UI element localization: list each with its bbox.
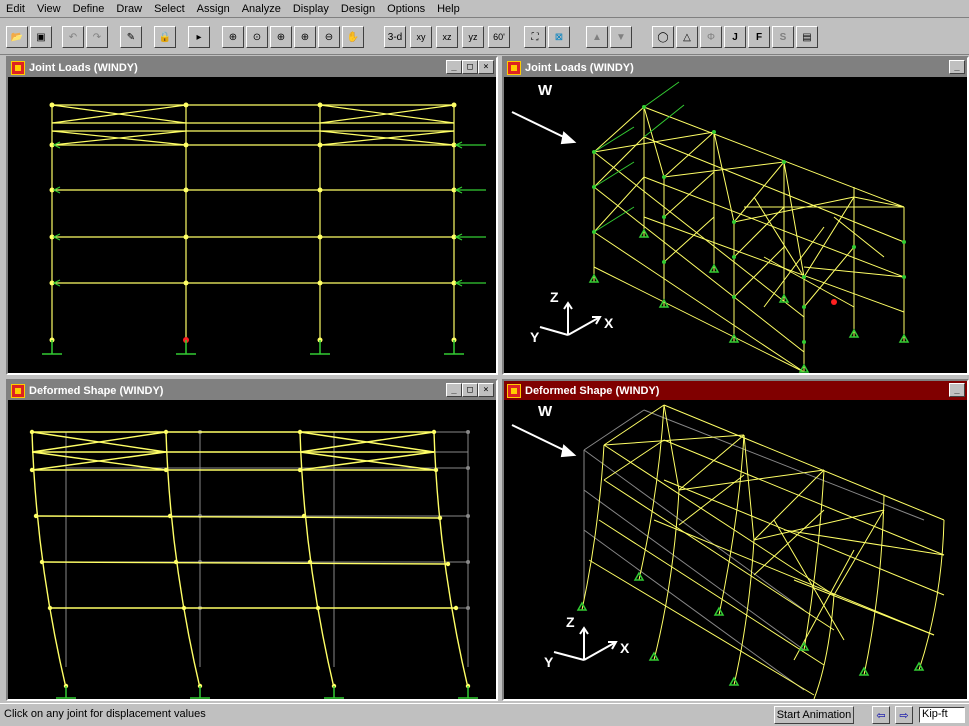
zoom-restore-icon[interactable]: ⊙ [246, 26, 268, 48]
sap-window-icon [507, 383, 521, 398]
shell-s-icon[interactable]: S [772, 26, 794, 48]
clear-select-icon[interactable]: ⊠ [548, 26, 570, 48]
pane-bottom-left[interactable]: Deformed Shape (WINDY) _ □ × [6, 379, 498, 701]
pane-top-left[interactable]: Joint Loads (WINDY) _ □ × [6, 56, 498, 375]
minimize-button[interactable]: _ [949, 383, 965, 397]
zoom-window-icon[interactable]: ⊕ [222, 26, 244, 48]
pane-title: Joint Loads (WINDY) [525, 61, 634, 74]
menu-display[interactable]: Display [292, 2, 329, 15]
axis-x-label: X [604, 315, 614, 331]
menu-define[interactable]: Define [72, 2, 105, 15]
close-button[interactable]: × [478, 383, 494, 397]
status-message: Click on any joint for displacement valu… [4, 708, 206, 720]
pan-hand-icon[interactable]: ✋ [342, 26, 364, 48]
menu-view[interactable]: View [36, 2, 61, 15]
pane-title-bar[interactable]: Deformed Shape (WINDY) _ [504, 381, 967, 400]
pane-title-bar[interactable]: Deformed Shape (WINDY) _ □ × [8, 381, 496, 400]
menu-bar: Edit View Define Draw Select Assign Analyze Dis… [0, 0, 969, 18]
pane-top-right[interactable]: Joint Loads (WINDY) _ [502, 56, 969, 375]
undo-icon[interactable]: ↶ [62, 26, 84, 48]
circle-icon[interactable]: ◯ [652, 26, 674, 48]
select-all-icon[interactable]: ⛶ [524, 26, 546, 48]
down-arrow-icon[interactable]: ▼ [610, 26, 632, 48]
triangle-icon[interactable]: △ [676, 26, 698, 48]
step-forward-icon[interactable]: ⇨ [895, 706, 913, 724]
view-xy-button[interactable]: xy [410, 26, 432, 48]
axis-y-label: Y [530, 329, 540, 345]
frame-f-icon[interactable]: F [748, 26, 770, 48]
zoom-in-icon[interactable]: ⊕ [270, 26, 292, 48]
elevation-view[interactable] [8, 77, 496, 373]
view-3d-button[interactable]: 3-d [384, 26, 406, 48]
pane-title: Deformed Shape (WINDY) [525, 384, 660, 397]
view-yz-button[interactable]: yz [462, 26, 484, 48]
view-xz-button[interactable]: xz [436, 26, 458, 48]
wind-label: W [538, 82, 553, 99]
menu-design[interactable]: Design [340, 2, 376, 15]
axis-y-label: Y [544, 654, 554, 670]
deformed-3d-view[interactable]: W Z X Y [504, 400, 967, 699]
lock-icon[interactable]: 🔒 [154, 26, 176, 48]
pane-title-bar[interactable]: Joint Loads (WINDY) _ □ × [8, 58, 496, 77]
sap-window-icon [11, 383, 25, 398]
units-select[interactable]: Kip-ft [919, 707, 965, 723]
pane-title: Joint Loads (WINDY) [29, 61, 138, 74]
edit-pencil-icon[interactable]: ✎ [120, 26, 142, 48]
maximize-button[interactable]: □ [462, 60, 478, 74]
menu-help[interactable]: Help [437, 2, 460, 15]
redo-icon[interactable]: ↷ [86, 26, 108, 48]
pane-bottom-right[interactable]: Deformed Shape (WINDY) _ [502, 379, 969, 701]
menu-assign[interactable]: Assign [196, 2, 230, 15]
close-button[interactable]: × [478, 60, 494, 74]
status-bar: Click on any joint for displacement valu… [0, 703, 969, 726]
start-animation-button[interactable]: Start Animation [774, 706, 854, 724]
pane-title-bar[interactable]: Joint Loads (WINDY) _ [504, 58, 967, 77]
up-arrow-icon[interactable]: ▲ [586, 26, 608, 48]
pane-title: Deformed Shape (WINDY) [29, 384, 164, 397]
maximize-button[interactable]: □ [462, 383, 478, 397]
sap-window-icon [507, 60, 521, 75]
wind-label: W [538, 403, 553, 420]
minimize-button[interactable]: _ [446, 383, 462, 397]
axis-z-label: Z [550, 289, 559, 305]
axis-x-label: X [620, 640, 630, 656]
toolbar: 📂 ▣ ↶ ↷ ✎ 🔒 ▸ ⊕ ⊙ ⊕ ⊕ ⊖ ✋ 3-d xy xz yz 6… [0, 20, 969, 55]
run-icon[interactable]: ▸ [188, 26, 210, 48]
menu-edit[interactable]: Edit [6, 2, 25, 15]
save-icon[interactable]: ▣ [30, 26, 52, 48]
menu-options[interactable]: Options [387, 2, 426, 15]
step-back-icon[interactable]: ⇦ [872, 706, 890, 724]
axis-z-label: Z [566, 614, 575, 630]
sap-window-icon [11, 60, 25, 75]
joint-j-icon[interactable]: J [724, 26, 746, 48]
menu-analyze[interactable]: Analyze [241, 2, 281, 15]
deformed-elevation-view[interactable] [8, 400, 496, 699]
phi-icon[interactable]: Φ [700, 26, 722, 48]
open-icon[interactable]: 📂 [6, 26, 28, 48]
menu-draw[interactable]: Draw [116, 2, 143, 15]
zoom-out-icon[interactable]: ⊖ [318, 26, 340, 48]
minimize-button[interactable]: _ [949, 60, 965, 74]
minimize-button[interactable]: _ [446, 60, 462, 74]
zoom-in-step-icon[interactable]: ⊕ [294, 26, 316, 48]
menu-select[interactable]: Select [154, 2, 185, 15]
3d-view[interactable]: W Z X Y [504, 77, 967, 373]
view-angle-button[interactable]: 60' [488, 26, 510, 48]
table-icon[interactable]: ▤ [796, 26, 818, 48]
